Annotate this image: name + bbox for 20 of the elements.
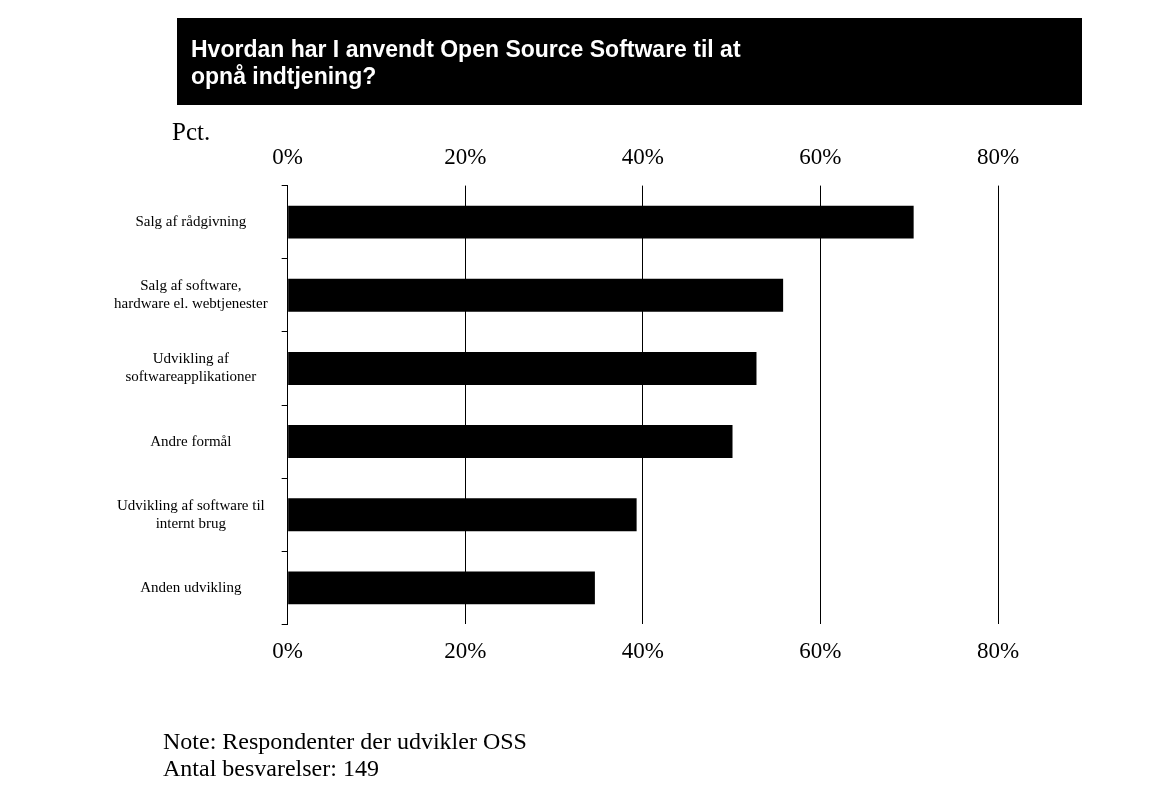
text: Antal besvarelser: 149 bbox=[163, 755, 380, 782]
x-tick-label: 40% bbox=[621, 638, 664, 664]
x2-axis-title: Pct. bbox=[172, 118, 211, 146]
y-tick-label: Udvikling af software til internt brug bbox=[116, 496, 265, 531]
x-tick-label: 80% bbox=[976, 638, 1020, 664]
x-tick-label: 20% bbox=[444, 638, 487, 664]
x-tick-label: 0% bbox=[272, 638, 304, 664]
y-tick-label: Andre formål bbox=[150, 432, 232, 449]
y-tick-label: Udvikling af softwareapplikationer bbox=[125, 350, 257, 385]
x2-tick-label: 0% bbox=[272, 143, 304, 169]
y-tick-label: Salg af software, hardware el. webtjenester bbox=[114, 277, 268, 312]
x2-tick-label: 60% bbox=[799, 143, 842, 169]
x2-tick-label: 40% bbox=[621, 143, 664, 169]
text: Note: Respondenter der udvikler OSS bbox=[163, 728, 527, 755]
y-tick-label: Salg af rådgivning bbox=[135, 213, 247, 230]
x2-tick-label: 80% bbox=[976, 143, 1020, 169]
x-tick-label: 60% bbox=[799, 638, 842, 664]
y-tick-label: Anden udvikling bbox=[140, 578, 242, 595]
chart-title: Hvordan har I anvendt Open Source Software til at opnå indtjening? bbox=[191, 36, 742, 90]
x2-tick-label: 20% bbox=[444, 143, 487, 169]
